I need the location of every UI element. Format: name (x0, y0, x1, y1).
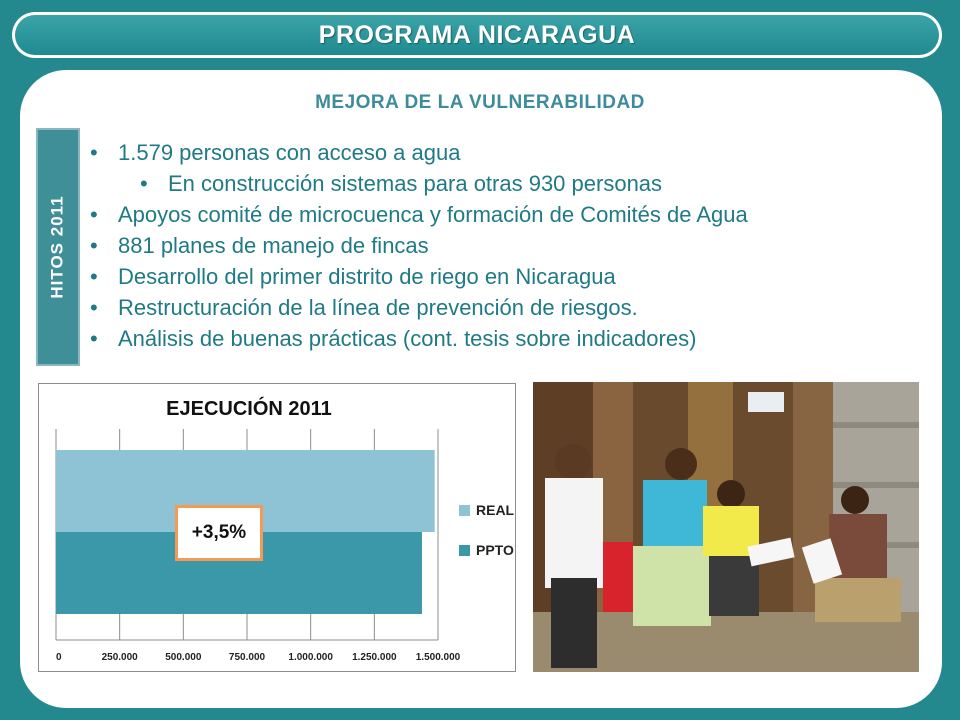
list-item: Desarrollo del primer distrito de riego … (90, 261, 930, 292)
list-item: Análisis de buenas prácticas (cont. tesi… (90, 323, 930, 354)
photo-illustration (533, 382, 919, 672)
chart-title: EJECUCIÓN 2011 (166, 398, 332, 420)
x-tick-label: 1.000.000 (288, 652, 333, 663)
x-tick-label: 750.000 (229, 652, 266, 663)
x-tick-label: 1.250.000 (352, 652, 397, 663)
legend-swatch-ppto (459, 544, 470, 556)
section-subtitle: MEJORA DE LA VULNERABILIDAD (315, 92, 645, 113)
list-item: 881 planes de manejo de fincas (90, 230, 930, 261)
x-tick-label: 0 (56, 652, 62, 663)
list-subitem: En construcción sistemas para otras 930 … (90, 168, 930, 199)
x-tick-label: 500.000 (165, 652, 202, 663)
hitos-side-tag: HITOS 2011 (36, 128, 80, 366)
legend-item-ppto: PPTO (459, 542, 514, 558)
legend-swatch-real (459, 504, 470, 516)
title-bar: PROGRAMA NICARAGUA (12, 12, 942, 58)
difference-badge: +3,5% (175, 505, 263, 561)
milestones-list: 1.579 personas con acceso a agua En cons… (90, 137, 930, 354)
list-item: Restructuración de la línea de prevenció… (90, 292, 930, 323)
x-tick-label: 250.000 (102, 652, 139, 663)
legend-label-ppto: PPTO (476, 542, 514, 558)
list-item: 1.579 personas con acceso a agua (90, 137, 930, 168)
list-item: Apoyos comité de microcuenca y formación… (90, 199, 930, 230)
page-title: PROGRAMA NICARAGUA (318, 20, 636, 49)
title-banner: PROGRAMA NICARAGUA (15, 15, 939, 55)
legend-label-real: REAL (476, 502, 515, 518)
chart-legend: REAL PPTO (459, 502, 514, 582)
people-meeting-photo (533, 382, 919, 672)
legend-item-real: REAL (459, 502, 514, 518)
chart-plot: 0 250.000 500.000 750.000 1.000.000 1.250.000… (55, 429, 461, 663)
execution-chart: EJECUCIÓN 2011 0 250.000 500.000 750.000 1.0… (38, 383, 516, 672)
x-tick-label: 1.500.000 (416, 652, 461, 663)
hitos-tag-label: HITOS 2011 (48, 195, 67, 299)
